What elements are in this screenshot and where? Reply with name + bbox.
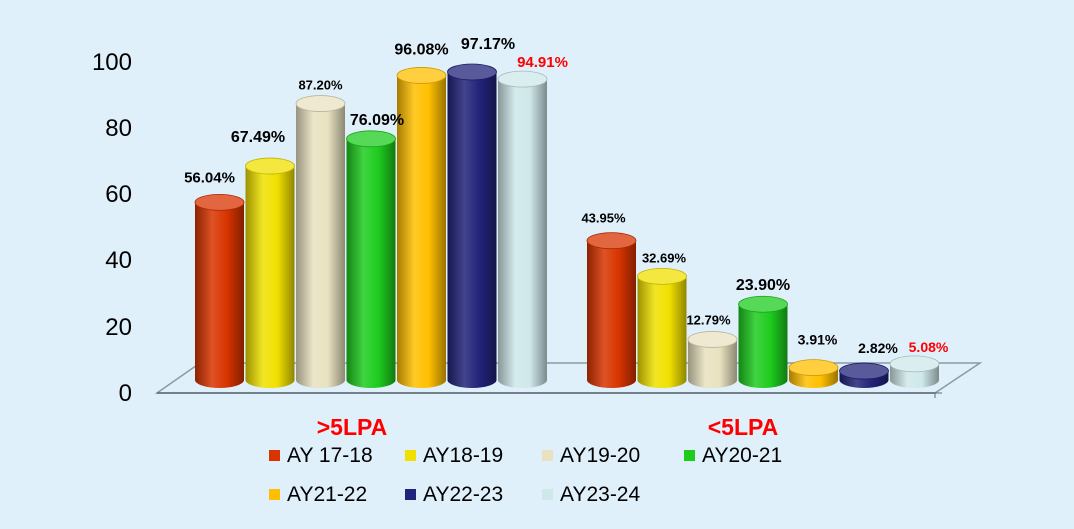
data-labels: 56.04% 43.95% 67.49% 32.69% 87.20% 12.79% 76.0… — [184, 36, 949, 356]
bar-top — [687, 331, 738, 348]
bar-<5LPA-AY20-21 — [738, 295, 788, 388]
bar-top — [396, 67, 447, 84]
data-label: 2.82% — [858, 340, 898, 356]
bar-top — [839, 362, 889, 380]
legend-label: AY22-23 — [423, 483, 503, 506]
bar-top — [788, 359, 839, 377]
bar-top — [586, 232, 637, 250]
y-axis: 0 20 40 60 80 100 — [92, 49, 132, 407]
bar-body — [245, 166, 295, 388]
legend-label: AY20-21 — [702, 444, 782, 467]
data-label: 67.49% — [231, 129, 285, 146]
bar-top — [637, 267, 687, 285]
bar-<5LPA-AY 17-18 — [586, 232, 637, 388]
bar-body — [688, 339, 737, 388]
legend-item: AY20-21 — [684, 444, 782, 467]
bar-<5LPA-AY22-23 — [839, 362, 889, 388]
bar-body — [587, 240, 636, 388]
legend: AY 17-18 AY18-19 AY19-20 AY20-21 AY21-22 AY22… — [269, 444, 782, 506]
data-label: 76.09% — [350, 112, 404, 129]
bar-body — [397, 75, 446, 389]
category-label: <5LPA — [708, 414, 779, 440]
legend-swatch — [405, 450, 416, 461]
y-tick-label: 100 — [92, 49, 132, 76]
legend-swatch — [269, 450, 280, 461]
legend-item: AY 17-18 — [269, 444, 373, 467]
bar-top — [889, 355, 940, 373]
y-tick-label: 80 — [105, 115, 132, 142]
category-labels: >5LPA <5LPA — [317, 414, 779, 440]
legend-label: AY23-24 — [560, 483, 640, 506]
data-label: 43.95% — [581, 211, 626, 226]
y-tick-label: 60 — [105, 181, 132, 208]
legend-item: AY23-24 — [542, 483, 640, 506]
legend-item: AY21-22 — [269, 483, 367, 506]
legend-swatch — [542, 450, 553, 461]
bar-body — [447, 71, 497, 388]
legend-swatch — [269, 489, 280, 500]
legend-label: AY18-19 — [423, 444, 503, 467]
bar->5LPA-AY23-24 — [497, 70, 548, 388]
bar->5LPA-AY21-22 — [396, 67, 447, 389]
bars — [194, 63, 940, 389]
bar-top — [194, 193, 245, 211]
legend-label: AY19-20 — [560, 444, 640, 467]
bar-top — [245, 157, 295, 175]
bar-body — [195, 202, 244, 388]
legend-swatch — [542, 489, 553, 500]
data-label: 3.91% — [798, 332, 838, 348]
legend-swatch — [405, 489, 416, 500]
legend-swatch — [684, 450, 695, 461]
legend-item: AY18-19 — [405, 444, 503, 467]
bar-body — [738, 304, 788, 388]
data-label: 87.20% — [298, 78, 343, 93]
bar-top — [447, 63, 497, 81]
bar->5LPA-AY20-21 — [346, 130, 396, 388]
legend-item: AY22-23 — [405, 483, 503, 506]
data-label: 32.69% — [642, 250, 687, 265]
category-label: >5LPA — [317, 414, 388, 440]
data-label: 56.04% — [184, 169, 235, 186]
bar-top — [295, 95, 346, 112]
bar-body — [637, 276, 687, 388]
bar->5LPA-AY22-23 — [447, 63, 497, 388]
bar-<5LPA-AY18-19 — [637, 267, 687, 388]
y-tick-label: 40 — [105, 247, 132, 274]
bar-body — [346, 138, 396, 388]
y-tick-label: 20 — [105, 314, 132, 341]
data-label: 97.17% — [461, 36, 515, 53]
bar-top — [346, 130, 396, 148]
data-label: 23.90% — [736, 277, 790, 294]
bar->5LPA-AY 17-18 — [194, 193, 245, 388]
bar->5LPA-AY19-20 — [295, 95, 346, 389]
bar-<5LPA-AY23-24 — [889, 355, 940, 388]
bar-top — [497, 70, 548, 88]
legend-item: AY19-20 — [542, 444, 640, 467]
data-label: 96.08% — [394, 41, 448, 58]
bar-body — [296, 103, 345, 389]
bar-top — [738, 295, 788, 313]
data-label: 94.91% — [517, 54, 568, 71]
legend-label: AY 17-18 — [287, 444, 373, 467]
y-tick-label: 0 — [119, 380, 132, 407]
data-label: 5.08% — [909, 339, 949, 355]
bar-<5LPA-AY19-20 — [687, 331, 738, 388]
bar-body — [498, 79, 547, 388]
bar->5LPA-AY18-19 — [245, 157, 295, 388]
data-label: 12.79% — [686, 312, 731, 327]
legend-label: AY21-22 — [287, 483, 367, 506]
bar-<5LPA-AY21-22 — [788, 359, 839, 388]
